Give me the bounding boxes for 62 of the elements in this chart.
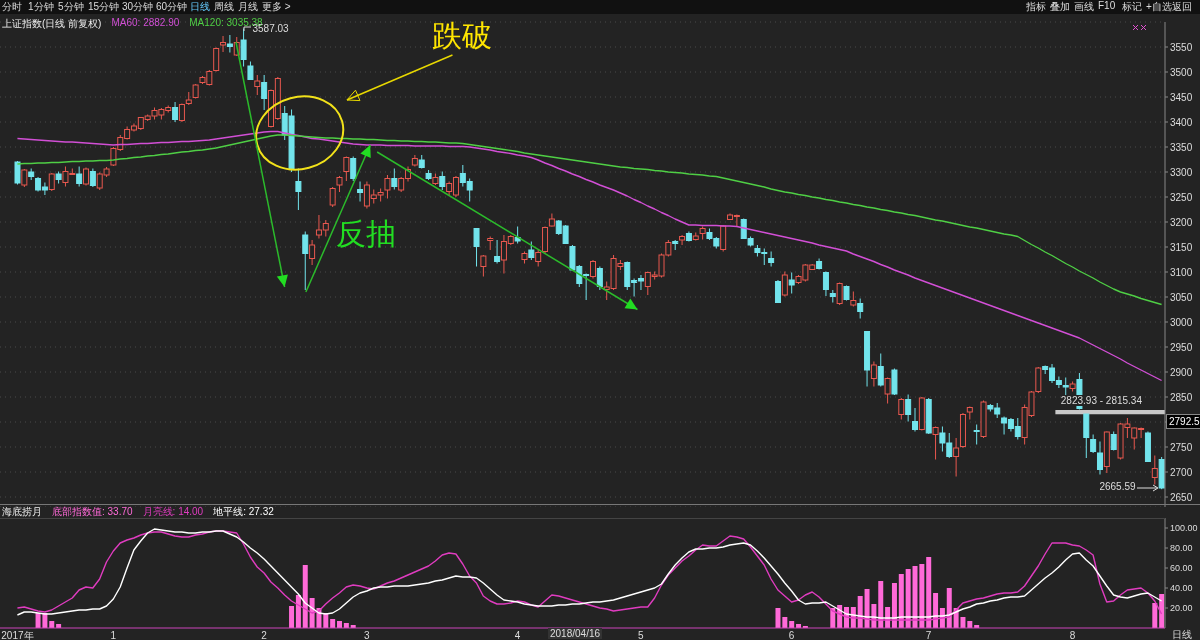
- text: 分时: [2, 0, 22, 14]
- annotation: 反抽: [336, 216, 396, 252]
- y-tick-label: 3300: [1170, 166, 1193, 178]
- series-label: 月亮线: 14.00: [142, 505, 204, 519]
- y-tick-label: 2850: [1170, 391, 1193, 403]
- text: 指标: [1026, 0, 1046, 14]
- y-tick-label: 60.00: [1170, 563, 1193, 574]
- annotation: 2018/04/16: [548, 628, 603, 639]
- y-tick-label: 3000: [1170, 316, 1193, 328]
- text: 2792.5: [1166, 414, 1200, 429]
- annotation: 跌破: [432, 18, 492, 54]
- y-tick-label: 3100: [1170, 266, 1193, 278]
- x-tick-label: 6: [788, 630, 795, 640]
- text: 日线: [190, 0, 210, 14]
- y-tick-label: 3550: [1170, 41, 1193, 53]
- y-tick-label: 40.00: [1170, 583, 1193, 594]
- x-tick-label: 8: [1069, 630, 1076, 640]
- text: 15分钟: [88, 0, 120, 14]
- text: 底部指数值: 33.70: [52, 505, 133, 519]
- chart-title: 上证指数(日线 前复权): [2, 17, 102, 31]
- x-tick-label: 4: [514, 630, 521, 640]
- y-tick-label: 2950: [1170, 341, 1193, 353]
- y-tick-label: 3250: [1170, 191, 1193, 203]
- chart-title: 海底捞月: [2, 505, 42, 519]
- y-tick-label: 80.00: [1170, 543, 1193, 554]
- x-tick-label: 2: [261, 630, 268, 640]
- text: 画线: [1074, 0, 1094, 14]
- y-tick-label: 3050: [1170, 291, 1193, 303]
- y-tick-label: 2650: [1170, 491, 1193, 503]
- text: 日线: [1172, 628, 1192, 640]
- annotation: 2665.59: [1099, 481, 1136, 493]
- y-tick-label: 3400: [1170, 116, 1193, 128]
- text: 1分钟: [28, 0, 54, 14]
- text: 周线: [214, 0, 234, 14]
- text: 更多 >: [262, 0, 291, 14]
- x-tick-label: 1: [110, 630, 117, 640]
- y-tick-label: 3500: [1170, 66, 1193, 78]
- y-tick-label: 3450: [1170, 91, 1193, 103]
- x-tick-label: 2017年: [1, 630, 34, 640]
- text: F10: [1098, 0, 1116, 11]
- x-tick-label: 5: [638, 630, 645, 640]
- y-tick-label: 3350: [1170, 141, 1193, 153]
- text: 返回: [1172, 0, 1192, 14]
- text: 60分钟: [156, 0, 188, 14]
- text: MA60: 2882.90: [111, 17, 180, 30]
- y-tick-label: 2900: [1170, 366, 1193, 378]
- text: 30分钟: [122, 0, 154, 14]
- y-tick-label: 2750: [1170, 441, 1193, 453]
- y-tick-label: 20.00: [1170, 603, 1193, 614]
- y-tick-label: 3150: [1170, 241, 1193, 253]
- text: 叠加: [1050, 0, 1070, 14]
- text: 5分钟: [58, 0, 84, 14]
- series-label: 地平线: 27.32: [213, 505, 274, 519]
- x-tick-label: 7: [925, 630, 932, 640]
- text: 月线: [238, 0, 258, 14]
- y-tick-label: 3200: [1170, 216, 1193, 228]
- y-tick-label: 2700: [1170, 466, 1193, 478]
- x-tick-label: 3: [364, 630, 371, 640]
- text: +自选: [1146, 0, 1172, 14]
- band-label: 2823.93 - 2815.34: [1060, 395, 1142, 407]
- y-tick-label: 100.00: [1170, 523, 1198, 534]
- text: 标记: [1122, 0, 1142, 14]
